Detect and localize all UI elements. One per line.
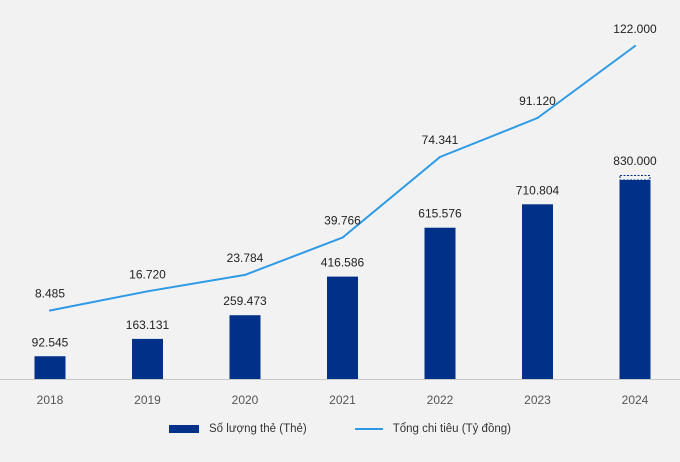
line-value-label: 122.000 <box>613 22 657 36</box>
bar-value-label: 259.473 <box>223 294 267 308</box>
bar-value-label: 710.804 <box>516 183 560 197</box>
x-tick-label: 2023 <box>524 393 551 407</box>
bar <box>424 227 456 379</box>
legend-bar-label: Số lượng thẻ (Thẻ) <box>209 423 307 435</box>
bar <box>229 315 261 379</box>
line-point <box>439 156 441 159</box>
line-point <box>341 236 344 239</box>
x-tick-label: 2018 <box>37 393 64 407</box>
x-tick-label: 2022 <box>427 393 454 407</box>
x-tick-label: 2024 <box>622 393 649 407</box>
line-point <box>634 45 636 47</box>
bar-value-labels: 92.545 163.131 259.473 416.586 615.576 710.80… <box>32 154 657 349</box>
line-value-label: 8.485 <box>35 287 65 301</box>
line-point <box>536 116 539 119</box>
bar-value-label: 615.576 <box>418 207 462 221</box>
line-series <box>49 45 636 312</box>
bar-value-label: 416.586 <box>321 256 365 270</box>
line-value-label: 74.341 <box>422 133 459 147</box>
x-tick-label: 2021 <box>329 393 356 407</box>
bar-value-label: 163.131 <box>126 318 170 332</box>
line-value-label: 91.120 <box>519 94 556 108</box>
legend-item-bars: Số lượng thẻ (Thẻ) <box>169 423 307 435</box>
legend: Số lượng thẻ (Thẻ) Tổng chi tiêu (Tỷ đồn… <box>0 418 680 440</box>
bar <box>132 338 163 379</box>
legend-bar-swatch <box>169 425 200 433</box>
bar <box>34 356 66 379</box>
legend-line-label: Tổng chi tiêu (Tỷ đồng) <box>392 423 511 435</box>
line-value-labels: 8.485 16.720 23.784 39.766 74.341 91.120 122.0… <box>35 22 657 301</box>
legend-item-line: Tổng chi tiêu (Tỷ đồng) <box>354 423 511 435</box>
bar-value-label: 92.545 <box>32 335 69 349</box>
bar-series <box>34 175 651 379</box>
bar-value-label: 830.000 <box>613 154 657 168</box>
line-point <box>244 273 246 276</box>
bar <box>327 276 358 379</box>
legend-line-swatch <box>354 428 383 430</box>
line-point <box>49 309 51 312</box>
x-tick-labels: 2018 2019 2020 2021 2022 2023 2024 <box>37 393 649 407</box>
line-value-label: 16.720 <box>129 267 166 281</box>
x-tick-label: 2020 <box>232 393 259 407</box>
x-tick-label: 2019 <box>134 393 161 407</box>
bar <box>619 180 651 379</box>
bar-projected-segment <box>619 175 651 181</box>
line-value-label: 39.766 <box>324 214 361 228</box>
bar <box>522 204 553 379</box>
line-value-label: 23.784 <box>227 251 264 265</box>
line-point <box>146 290 149 293</box>
